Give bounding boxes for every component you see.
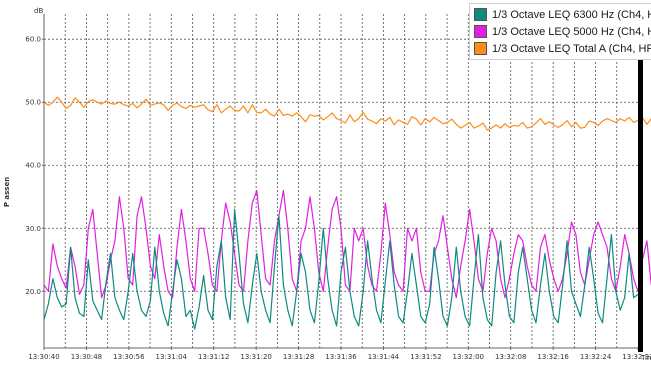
x-tick-label: 13:30:40 [28, 353, 59, 361]
legend-item-total-a[interactable]: 1/3 Octave LEQ Total A (Ch4, HP) [474, 40, 651, 57]
x-tick-label: 13:31:52 [410, 353, 441, 361]
x-tick-label: 13:32:32 [622, 353, 651, 361]
legend-item-5000hz[interactable]: 1/3 Octave LEQ 5000 Hz (Ch4, HP) [474, 23, 651, 40]
y-tick-label: 50.0 [25, 99, 41, 107]
x-tick-label: 13:31:20 [240, 353, 271, 361]
x-tick-label: 13:32:24 [580, 353, 612, 361]
y-unit-label: dB [34, 7, 43, 15]
legend-swatch-5000hz [474, 25, 487, 38]
legend[interactable]: 1/3 Octave LEQ 6300 Hz (Ch4, HP) 1/3 Oct… [469, 3, 651, 60]
y-axis-ticks: 20.0 30.0 40.0 50.0 60.0 [25, 36, 44, 296]
plot-background [44, 14, 638, 348]
x-tick-label: 13:30:56 [113, 353, 145, 361]
series-lines [43, 96, 651, 330]
y-tick-label: 30.0 [25, 225, 41, 233]
x-tick-label: 13:32:00 [453, 353, 484, 361]
legend-label-total-a: 1/3 Octave LEQ Total A (Ch4, HP) [492, 42, 651, 55]
legend-swatch-total-a [474, 42, 487, 55]
x-tick-label: 13:31:28 [283, 353, 314, 361]
x-tick-label: 13:30:48 [71, 353, 102, 361]
legend-swatch-6300hz [474, 8, 487, 21]
legend-label-5000hz: 1/3 Octave LEQ 5000 Hz (Ch4, HP) [492, 25, 651, 38]
x-tick-label: 13:32:08 [495, 353, 526, 361]
series-line-6300hz [43, 208, 639, 330]
x-tick-label: 13:31:36 [325, 353, 357, 361]
legend-label-6300hz: 1/3 Octave LEQ 6300 Hz (Ch4, HP) [492, 8, 651, 21]
x-axis-ticks: 13:30:40 13:30:48 13:30:56 13:31:04 13:31:12… [28, 348, 651, 361]
x-tick-label: 13:32:16 [537, 353, 569, 361]
time-cursor-bar[interactable] [638, 14, 643, 352]
y-tick-label: 60.0 [25, 36, 41, 44]
x-tick-label: 13:31:12 [198, 353, 229, 361]
x-tick-label: 13:31:44 [368, 353, 400, 361]
legend-item-6300hz[interactable]: 1/3 Octave LEQ 6300 Hz (Ch4, HP) [474, 6, 651, 23]
y-tick-label: 40.0 [25, 162, 41, 170]
y-axis-label: P assen [3, 177, 11, 207]
x-tick-label: 13:31:04 [156, 353, 188, 361]
series-line-total-a [43, 96, 651, 131]
x-axis-label: Time [640, 354, 651, 362]
y-tick-label: 20.0 [25, 288, 41, 296]
